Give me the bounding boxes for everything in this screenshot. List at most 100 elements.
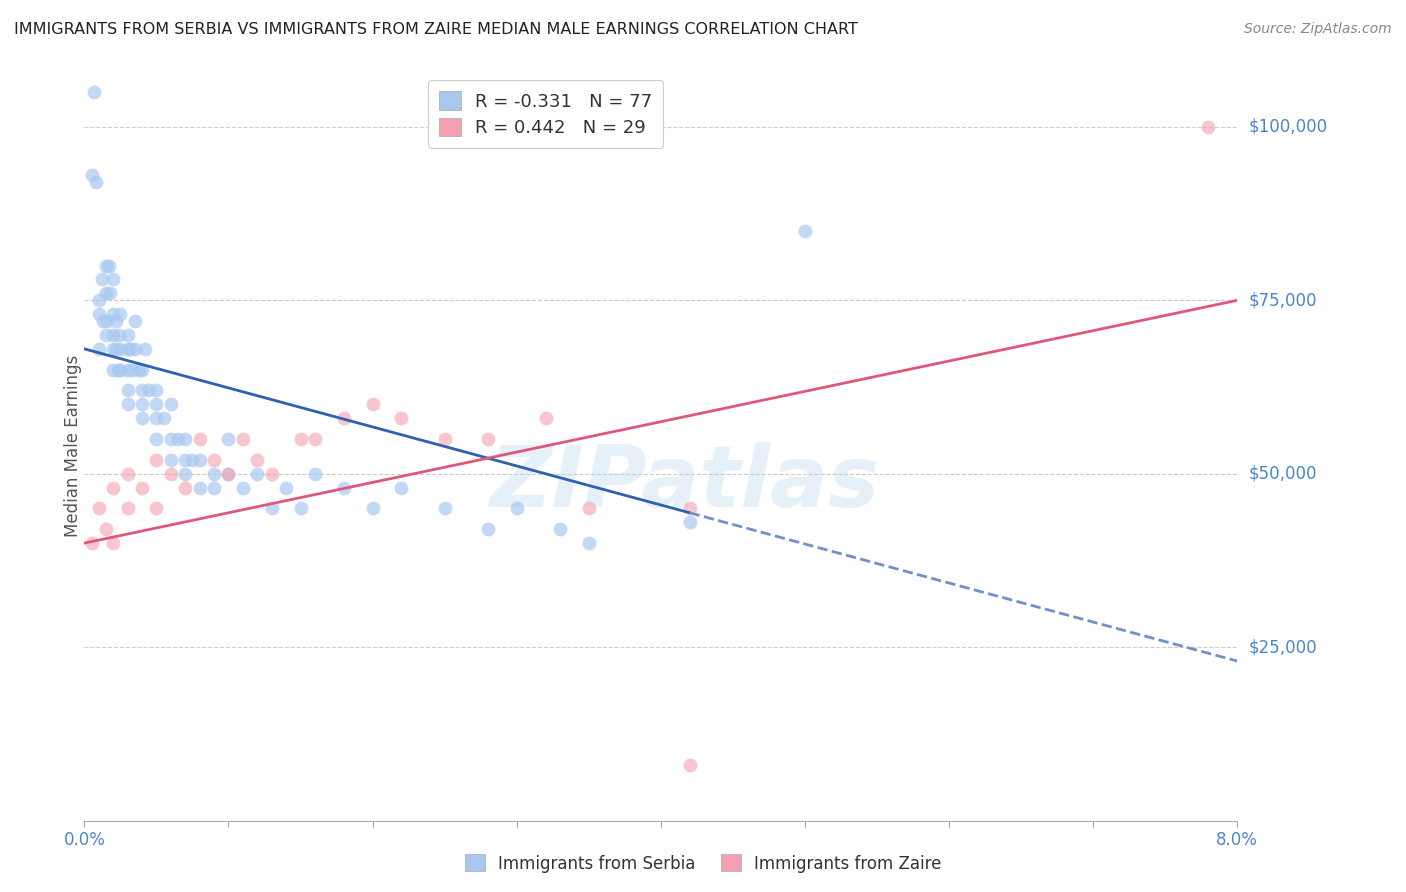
Point: [145, 501, 167, 516]
Point: [246, 467, 269, 481]
Point: [232, 432, 254, 446]
Text: $100,000: $100,000: [1249, 118, 1327, 136]
Point: [131, 362, 153, 376]
Point: [794, 224, 817, 238]
Text: $75,000: $75,000: [1249, 292, 1317, 310]
Point: [145, 397, 167, 411]
Point: [131, 384, 153, 398]
Point: [124, 342, 146, 356]
Point: [110, 342, 132, 356]
Text: $25,000: $25,000: [1249, 638, 1317, 657]
Point: [117, 362, 139, 376]
Point: [174, 481, 197, 495]
Point: [578, 536, 600, 550]
Point: [131, 411, 153, 425]
Point: [94, 522, 117, 536]
Text: ZIPatlas: ZIPatlas: [489, 442, 879, 525]
Point: [131, 397, 153, 411]
Point: [202, 467, 225, 481]
Point: [160, 453, 183, 467]
Point: [103, 272, 124, 286]
Point: [152, 411, 174, 425]
Point: [304, 432, 326, 446]
Point: [117, 501, 139, 516]
Point: [304, 467, 326, 481]
Point: [333, 481, 356, 495]
Point: [145, 432, 167, 446]
Point: [679, 516, 702, 530]
Point: [361, 501, 384, 516]
Point: [477, 522, 499, 536]
Point: [103, 536, 124, 550]
Point: [121, 362, 143, 376]
Point: [578, 501, 600, 516]
Point: [105, 342, 128, 356]
Point: [160, 467, 183, 481]
Point: [218, 467, 240, 481]
Point: [260, 501, 283, 516]
Point: [548, 522, 571, 536]
Point: [188, 481, 211, 495]
Point: [117, 328, 139, 343]
Point: [87, 342, 110, 356]
Point: [167, 432, 190, 446]
Legend: R = -0.331   N = 77, R = 0.442   N = 29: R = -0.331 N = 77, R = 0.442 N = 29: [427, 80, 664, 148]
Point: [84, 175, 107, 189]
Point: [87, 501, 110, 516]
Point: [246, 453, 269, 467]
Point: [108, 328, 131, 343]
Point: [94, 259, 117, 273]
Point: [202, 453, 225, 467]
Point: [91, 314, 114, 328]
Point: [97, 259, 120, 273]
Point: [103, 362, 124, 376]
Point: [477, 432, 499, 446]
Point: [90, 272, 112, 286]
Point: [94, 286, 117, 301]
Point: [433, 432, 456, 446]
Point: [1198, 120, 1220, 134]
Point: [138, 384, 160, 398]
Text: IMMIGRANTS FROM SERBIA VS IMMIGRANTS FROM ZAIRE MEDIAN MALE EARNINGS CORRELATION: IMMIGRANTS FROM SERBIA VS IMMIGRANTS FRO…: [14, 22, 858, 37]
Point: [160, 432, 183, 446]
Point: [120, 342, 142, 356]
Point: [98, 286, 121, 301]
Point: [110, 362, 132, 376]
Text: Source: ZipAtlas.com: Source: ZipAtlas.com: [1244, 22, 1392, 37]
Point: [96, 314, 118, 328]
Point: [128, 362, 150, 376]
Point: [87, 293, 110, 308]
Point: [181, 453, 204, 467]
Point: [174, 453, 197, 467]
Point: [534, 411, 557, 425]
Point: [160, 397, 183, 411]
Point: [333, 411, 356, 425]
Point: [218, 467, 240, 481]
Point: [391, 481, 413, 495]
Point: [103, 481, 124, 495]
Point: [103, 328, 124, 343]
Point: [131, 481, 153, 495]
Point: [80, 536, 103, 550]
Point: [506, 501, 529, 516]
Point: [103, 342, 124, 356]
Point: [679, 501, 702, 516]
Point: [202, 481, 225, 495]
Point: [433, 501, 456, 516]
Point: [117, 397, 139, 411]
Point: [117, 467, 139, 481]
Point: [134, 342, 156, 356]
Point: [117, 342, 139, 356]
Point: [83, 85, 105, 99]
Point: [232, 481, 254, 495]
Point: [145, 453, 167, 467]
Point: [260, 467, 283, 481]
Point: [290, 432, 312, 446]
Point: [361, 397, 384, 411]
Point: [110, 307, 132, 321]
Point: [103, 307, 124, 321]
Point: [174, 432, 197, 446]
Point: [188, 453, 211, 467]
Point: [174, 467, 197, 481]
Y-axis label: Median Male Earnings: Median Male Earnings: [65, 355, 82, 537]
